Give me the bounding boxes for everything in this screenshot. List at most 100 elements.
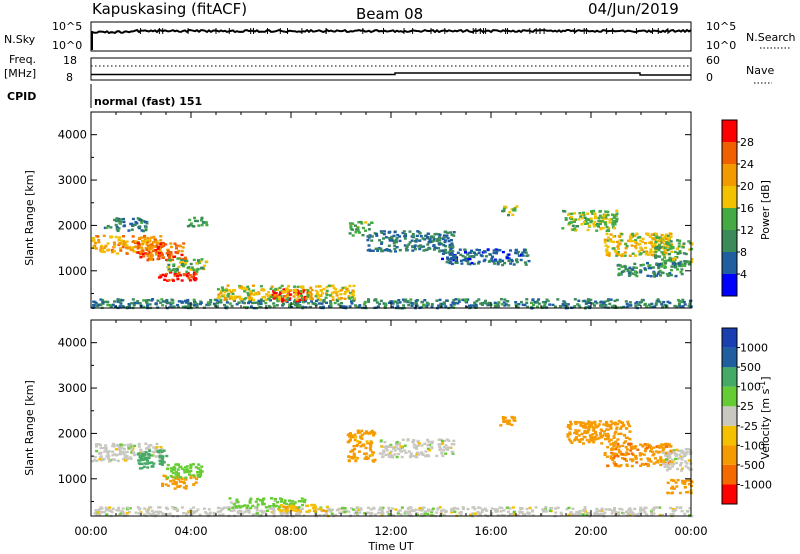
heatmap-cell xyxy=(259,306,263,309)
heatmap-cell xyxy=(272,297,276,300)
heatmap-cell xyxy=(364,455,368,458)
heatmap-cell xyxy=(240,287,244,290)
heatmap-cell xyxy=(249,497,253,500)
heatmap-cell xyxy=(350,302,354,305)
heatmap-cell xyxy=(242,286,246,289)
heatmap-cell xyxy=(256,301,260,304)
heatmap-cell xyxy=(492,249,496,252)
heatmap-cell xyxy=(113,218,117,222)
heatmap-cell xyxy=(122,217,125,221)
heatmap-cell xyxy=(259,298,263,301)
heatmap-cell xyxy=(228,297,232,300)
heatmap-cell xyxy=(313,503,317,507)
heatmap-cell xyxy=(652,512,656,515)
heatmap-cell xyxy=(372,451,376,454)
heatmap-cell xyxy=(683,453,686,457)
heatmap-cell xyxy=(437,443,441,446)
heatmap-cell xyxy=(367,432,371,435)
heatmap-cell xyxy=(321,305,325,308)
heatmap-cell xyxy=(590,210,593,213)
heatmap-cell xyxy=(365,432,369,435)
heatmap-cell xyxy=(451,301,455,304)
heatmap-cell xyxy=(275,304,279,307)
heatmap-cell xyxy=(391,456,395,459)
heatmap-cell xyxy=(544,510,548,513)
heatmap-cell xyxy=(369,454,373,457)
heatmap-cell xyxy=(566,435,570,438)
heatmap-cell xyxy=(601,226,605,230)
heatmap-cell xyxy=(418,247,422,251)
heatmap-cell xyxy=(676,478,680,482)
heatmap-cell xyxy=(384,236,388,239)
heatmap-cell xyxy=(587,440,591,444)
heatmap-cell xyxy=(404,234,408,238)
heatmap-cell xyxy=(631,447,635,450)
heatmap-cell xyxy=(579,215,583,218)
heatmap-cell xyxy=(331,284,335,287)
heatmap-cell xyxy=(355,511,359,514)
heatmap-cell xyxy=(343,510,347,514)
heatmap-cell xyxy=(141,240,145,243)
heatmap-cell xyxy=(171,482,175,485)
heatmap-cell xyxy=(291,302,295,305)
heatmap-cell xyxy=(127,229,131,232)
heatmap-cell xyxy=(512,209,516,212)
heatmap-cell xyxy=(635,232,639,235)
heatmap-cell xyxy=(223,297,227,300)
heatmap-cell xyxy=(587,218,591,222)
heatmap-cell xyxy=(501,416,505,419)
heatmap-cell xyxy=(228,497,232,500)
heatmap-cell xyxy=(175,508,179,511)
heatmap-cell xyxy=(597,423,601,426)
heatmap-cell xyxy=(633,262,637,266)
heatmap-cell xyxy=(659,458,663,461)
heatmap-cell xyxy=(137,236,141,240)
heatmap-cell xyxy=(422,506,426,509)
heatmap-cell xyxy=(231,292,235,295)
heatmap-cell xyxy=(530,509,534,512)
heatmap-cell xyxy=(144,220,147,224)
heatmap-cell xyxy=(259,302,263,306)
heatmap-cell xyxy=(634,266,638,269)
heatmap-cell xyxy=(189,508,193,511)
heatmap-cell xyxy=(441,237,445,240)
heatmap-cell xyxy=(660,233,664,237)
heatmap-cell xyxy=(673,257,677,260)
heatmap-cell xyxy=(435,239,439,242)
heatmap-cell xyxy=(117,509,121,512)
heatmap-cell xyxy=(568,426,572,429)
heatmap-cell xyxy=(126,305,129,309)
heatmap-cell xyxy=(612,436,616,439)
heatmap-cell xyxy=(370,239,374,242)
heatmap-cell xyxy=(483,258,487,261)
heatmap-cell xyxy=(625,510,629,513)
heatmap-cell xyxy=(110,248,114,252)
heatmap-cell xyxy=(412,446,416,449)
heatmap-cell xyxy=(354,457,358,461)
heatmap-cell xyxy=(200,218,204,222)
heatmap-cell xyxy=(432,239,436,242)
heatmap-cell xyxy=(673,262,677,265)
heatmap-cell xyxy=(664,251,668,255)
heatmap-cell xyxy=(101,249,105,252)
heatmap-cell xyxy=(145,252,149,256)
heatmap-cell xyxy=(336,299,340,303)
heatmap-cell xyxy=(454,298,458,301)
heatmap-cell xyxy=(348,222,352,225)
heatmap-cell xyxy=(445,299,449,302)
heatmap-cell xyxy=(646,233,650,236)
heatmap-cell xyxy=(576,421,580,424)
heatmap-cell xyxy=(189,222,193,225)
heatmap-cell xyxy=(583,506,587,509)
heatmap-cell xyxy=(256,292,260,295)
heatmap-cell xyxy=(668,301,672,305)
heatmap-cell xyxy=(175,247,178,250)
heatmap-cell xyxy=(683,482,687,486)
heatmap-cell xyxy=(642,453,646,456)
power-heatmap xyxy=(91,205,694,310)
heatmap-cell xyxy=(584,426,588,429)
heatmap-cell xyxy=(589,439,593,442)
heatmap-cell xyxy=(172,468,176,471)
heatmap-cell xyxy=(122,305,126,309)
heatmap-cell xyxy=(342,305,345,308)
